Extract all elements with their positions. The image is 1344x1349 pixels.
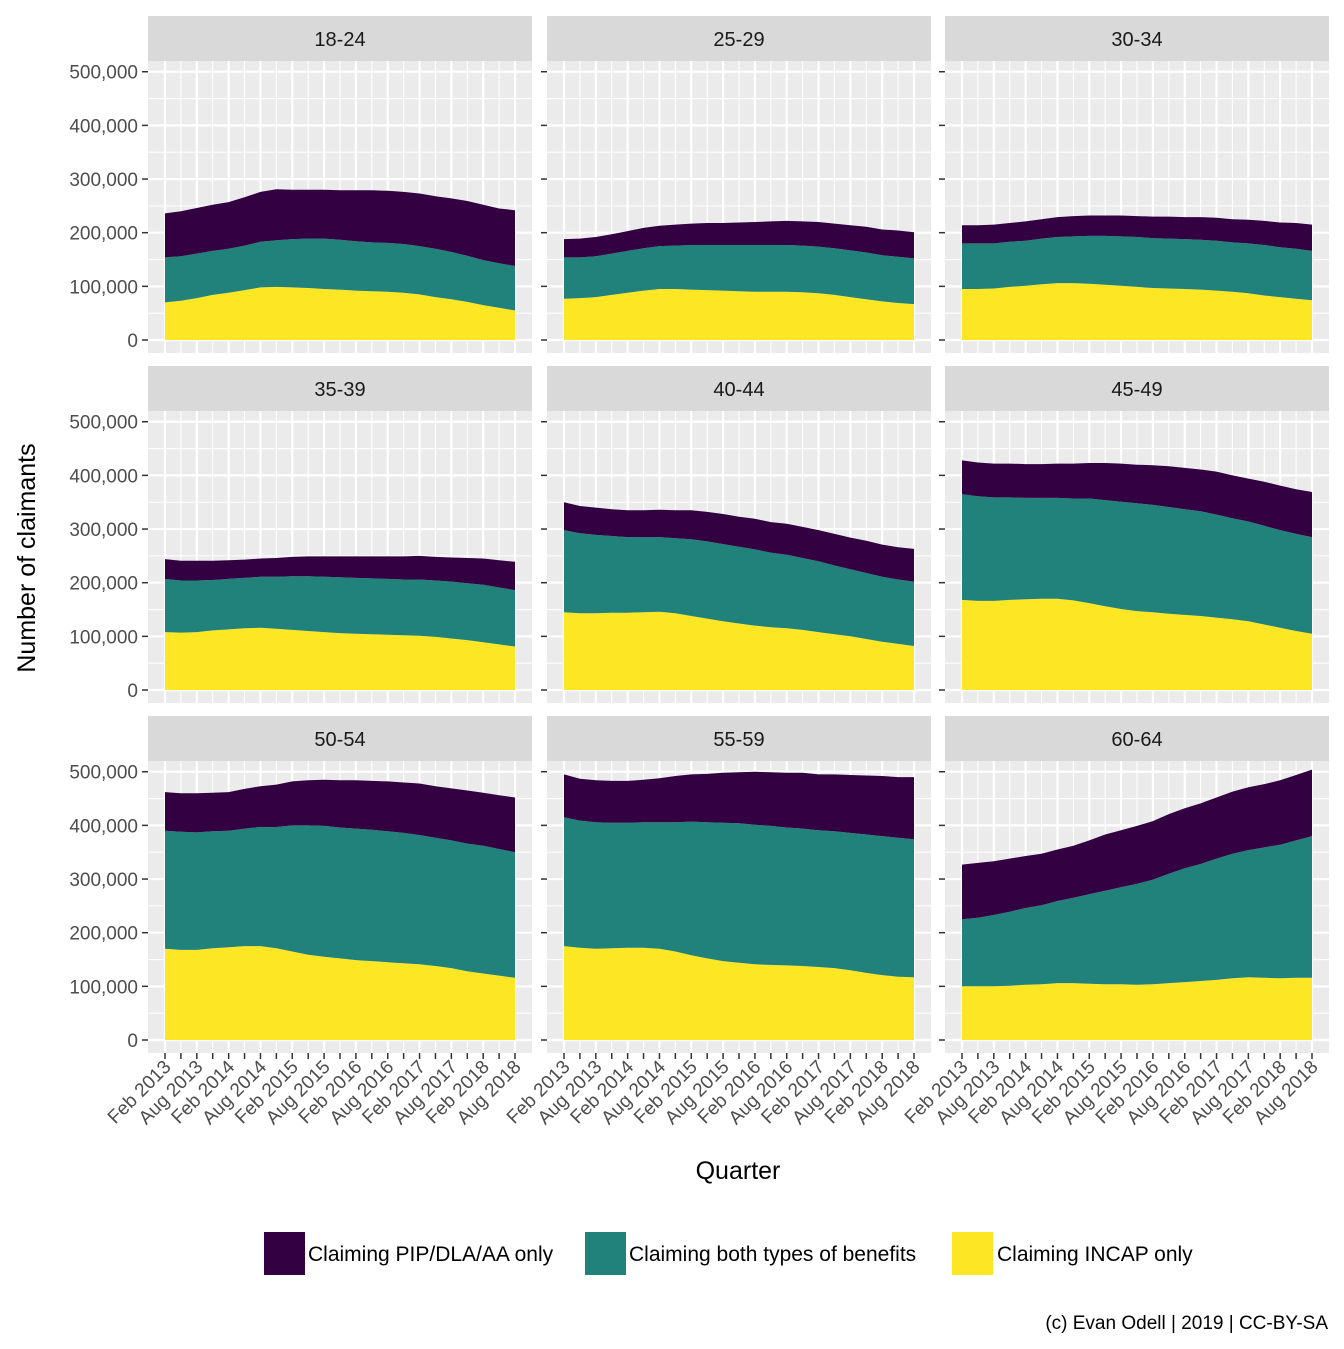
legend-label: Claiming INCAP only xyxy=(997,1243,1193,1266)
area-claiming-incap-only xyxy=(564,946,914,1040)
strip-background xyxy=(148,16,532,61)
y-tick-label: 100,000 xyxy=(69,977,138,998)
legend-label: Claiming PIP/DLA/AA only xyxy=(308,1243,554,1266)
area-claiming-both-types-of-benefits xyxy=(564,817,914,978)
strip-background xyxy=(547,366,931,411)
area-claiming-pip-dla-aa-only xyxy=(165,779,515,853)
strip-label: 35-39 xyxy=(314,379,365,401)
y-tick-label: 500,000 xyxy=(69,413,138,434)
y-axis-title: Number of claimants xyxy=(13,443,41,672)
strip-label: 30-34 xyxy=(1111,29,1162,51)
area-claiming-pip-dla-aa-only xyxy=(564,220,914,259)
legend-key xyxy=(585,1232,626,1275)
panel-18-24: 18-24 0 100,000 200,000 300,000 400,000 500,00… xyxy=(69,16,532,353)
area-claiming-incap-only xyxy=(165,946,515,1040)
y-tick-label: 400,000 xyxy=(69,466,138,487)
strip-label: 50-54 xyxy=(314,729,365,751)
y-tick-label: 100,000 xyxy=(69,627,138,648)
strip-label: 40-44 xyxy=(713,379,764,401)
area-claiming-incap-only xyxy=(962,977,1312,1040)
y-tick-label: 500,000 xyxy=(69,63,138,84)
strip-background xyxy=(945,16,1329,61)
y-tick-label: 500,000 xyxy=(69,763,138,784)
area-claiming-incap-only xyxy=(165,286,515,340)
area-claiming-incap-only xyxy=(564,611,914,690)
y-tick-label: 0 xyxy=(127,681,138,702)
area-claiming-pip-dla-aa-only xyxy=(165,555,515,591)
area-claiming-both-types-of-benefits xyxy=(165,825,515,978)
area-claiming-pip-dla-aa-only xyxy=(962,769,1312,920)
legend-label: Claiming both types of benefits xyxy=(629,1243,916,1266)
legend: Claiming PIP/DLA/AA only Claiming both ty… xyxy=(264,1232,1193,1275)
strip-background xyxy=(148,716,532,761)
area-claiming-both-types-of-benefits xyxy=(564,245,914,305)
area-claiming-both-types-of-benefits xyxy=(962,235,1312,301)
area-claiming-incap-only xyxy=(165,627,515,690)
strip-label: 18-24 xyxy=(314,29,365,51)
strip-label: 25-29 xyxy=(713,29,764,51)
area-claiming-both-types-of-benefits xyxy=(165,238,515,311)
y-tick-label: 300,000 xyxy=(69,170,138,191)
strip-background xyxy=(547,16,931,61)
y-tick-label: 400,000 xyxy=(69,116,138,137)
area-claiming-pip-dla-aa-only xyxy=(165,189,515,266)
panels-layer: 18-24 0 100,000 200,000 300,000 400,000 500,00… xyxy=(69,16,1329,1129)
area-claiming-both-types-of-benefits xyxy=(564,530,914,646)
panel-25-29: 25-29 xyxy=(541,16,931,353)
legend-key xyxy=(952,1232,993,1275)
caption: (c) Evan Odell | 2019 | CC-BY-SA xyxy=(1045,1313,1328,1334)
area-claiming-both-types-of-benefits xyxy=(165,576,515,647)
y-tick-label: 200,000 xyxy=(69,574,138,595)
y-tick-label: 0 xyxy=(127,1031,138,1052)
y-tick-label: 200,000 xyxy=(69,924,138,945)
y-tick-label: 0 xyxy=(127,331,138,352)
y-tick-label: 100,000 xyxy=(69,277,138,298)
y-tick-label: 300,000 xyxy=(69,870,138,891)
strip-label: 45-49 xyxy=(1111,379,1162,401)
area-claiming-incap-only xyxy=(962,598,1312,690)
area-claiming-both-types-of-benefits xyxy=(962,494,1312,634)
panel-45-49: 45-49 xyxy=(939,366,1329,703)
y-tick-label: 200,000 xyxy=(69,224,138,245)
x-axis-title: Quarter xyxy=(696,1157,781,1185)
area-claiming-incap-only xyxy=(962,283,1312,340)
area-claiming-pip-dla-aa-only xyxy=(962,215,1312,251)
strip-background xyxy=(945,366,1329,411)
panel-40-44: 40-44 xyxy=(541,366,931,703)
strip-background xyxy=(945,716,1329,761)
panel-35-39: 35-39 0 100,000 200,000 300,000 400,000 500,00… xyxy=(69,366,532,703)
strip-background xyxy=(547,716,931,761)
area-claiming-pip-dla-aa-only xyxy=(564,771,914,840)
strip-background xyxy=(148,366,532,411)
strip-label: 60-64 xyxy=(1111,729,1162,751)
area-claiming-pip-dla-aa-only xyxy=(962,460,1312,538)
y-tick-label: 300,000 xyxy=(69,520,138,541)
area-claiming-pip-dla-aa-only xyxy=(564,502,914,582)
panel-30-34: 30-34 xyxy=(939,16,1329,353)
area-claiming-incap-only xyxy=(564,289,914,340)
legend-key xyxy=(264,1232,305,1275)
y-tick-label: 400,000 xyxy=(69,816,138,837)
strip-label: 55-59 xyxy=(713,729,764,751)
area-claiming-both-types-of-benefits xyxy=(962,836,1312,987)
